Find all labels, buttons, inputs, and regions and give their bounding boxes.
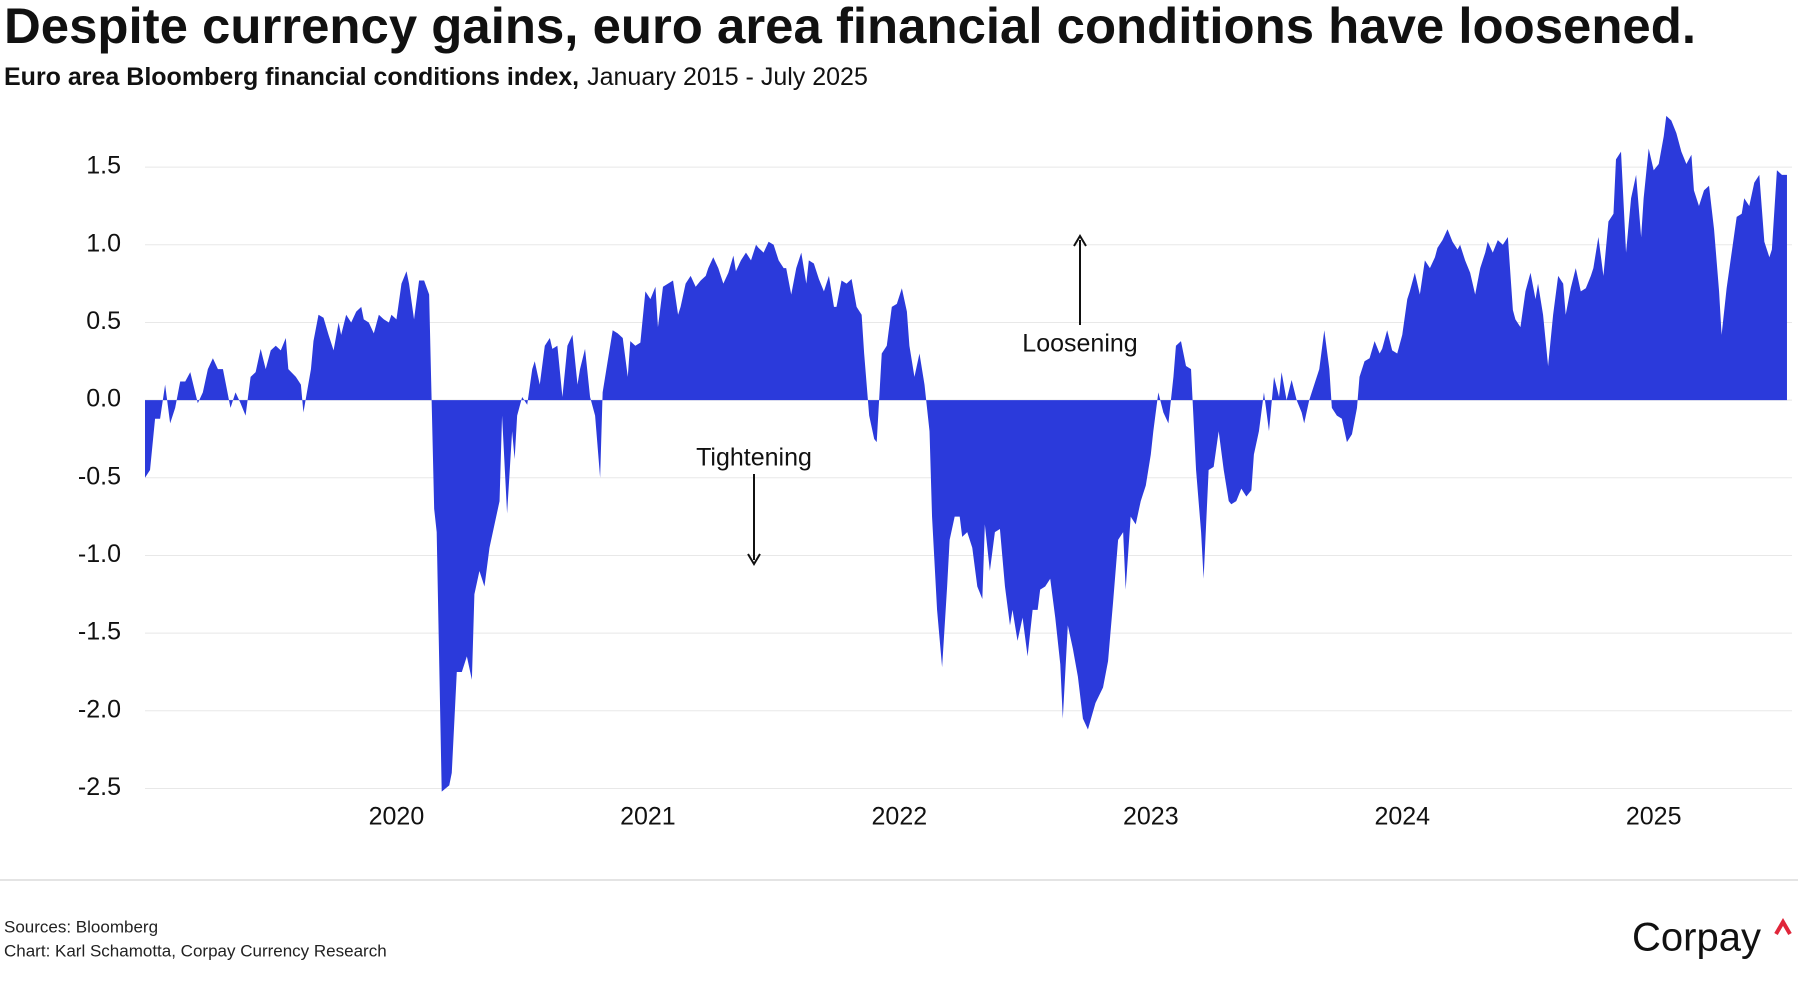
y-tick-label: -1.0 bbox=[78, 540, 121, 568]
x-tick-label: 2024 bbox=[1374, 803, 1430, 831]
y-tick-label: -1.5 bbox=[78, 618, 121, 646]
y-tick-label: 0.5 bbox=[86, 307, 121, 335]
y-tick-label: 0.0 bbox=[86, 385, 121, 413]
x-tick-label: 2023 bbox=[1123, 803, 1179, 831]
y-tick-label: -2.5 bbox=[78, 773, 121, 801]
axes: 1.5 1.0 0.5 0.0 -0.5 -1.0 -1.5 -2.0 -2.5 2020 2021… bbox=[78, 152, 1682, 831]
x-tick-label: 2025 bbox=[1626, 803, 1682, 831]
x-tick-label: 2022 bbox=[872, 803, 928, 831]
loosening-arrow-head bbox=[1073, 234, 1087, 247]
y-tick-label: 1.0 bbox=[86, 229, 121, 257]
logo-caret bbox=[1774, 918, 1792, 936]
x-tick-label: 2020 bbox=[369, 803, 425, 831]
chart-title: Despite currency gains, euro area financ… bbox=[4, 0, 1696, 54]
y-tick-label: 1.5 bbox=[86, 152, 121, 180]
credit: Chart: Karl Schamotta, Corpay Currency R… bbox=[4, 941, 387, 960]
plot bbox=[145, 115, 1787, 792]
logo: Corpay bbox=[1632, 916, 1761, 960]
annotations: Loosening Tightening bbox=[696, 234, 1138, 566]
y-tick-label: -0.5 bbox=[78, 462, 121, 490]
annotation-tightening: Tightening bbox=[696, 444, 812, 472]
annotation-loosening: Loosening bbox=[1022, 330, 1137, 358]
subtitle-range: January 2015 - July 2025 bbox=[587, 63, 868, 91]
sources: Sources: Bloomberg bbox=[4, 917, 158, 936]
tightening-arrow-head bbox=[747, 553, 761, 566]
x-tick-label: 2021 bbox=[620, 803, 676, 831]
subtitle-bold: Euro area Bloomberg financial conditions… bbox=[4, 63, 579, 91]
y-tick-label: -2.0 bbox=[78, 695, 121, 723]
area bbox=[145, 115, 1787, 792]
chart-subtitle: Euro area Bloomberg financial conditions… bbox=[4, 63, 868, 91]
